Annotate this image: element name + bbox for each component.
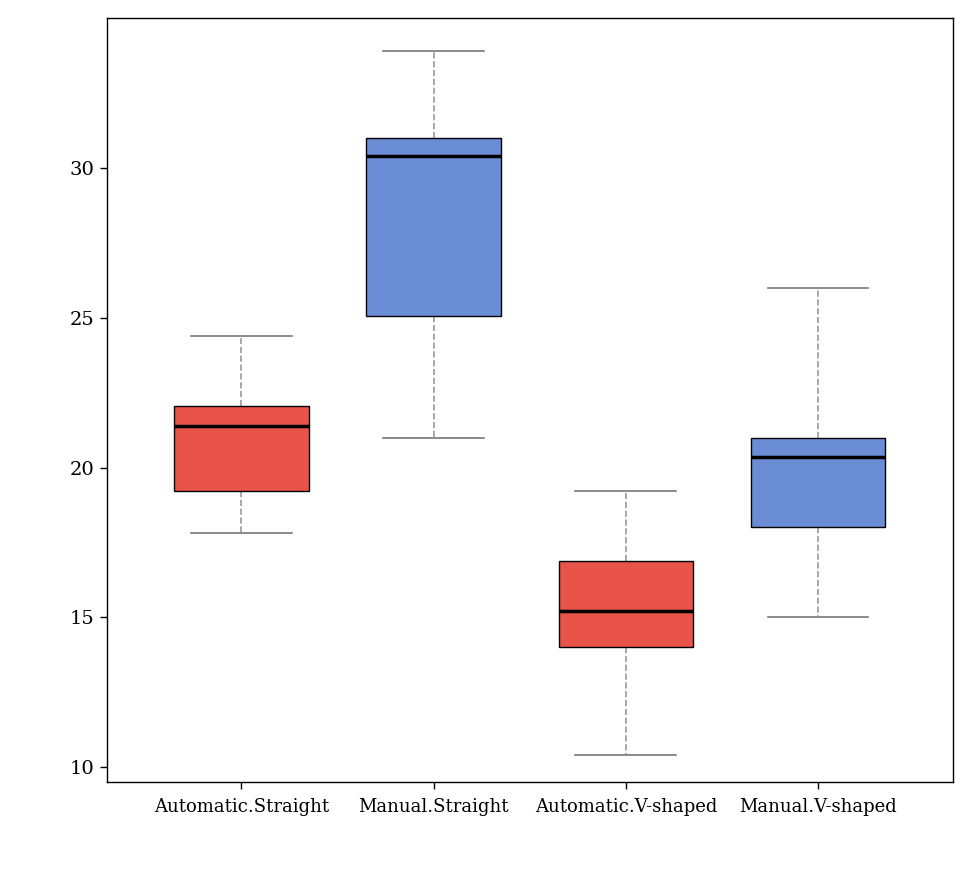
Bar — [750, 437, 885, 527]
Bar — [174, 406, 309, 492]
Bar — [559, 561, 693, 647]
Bar — [366, 138, 501, 316]
